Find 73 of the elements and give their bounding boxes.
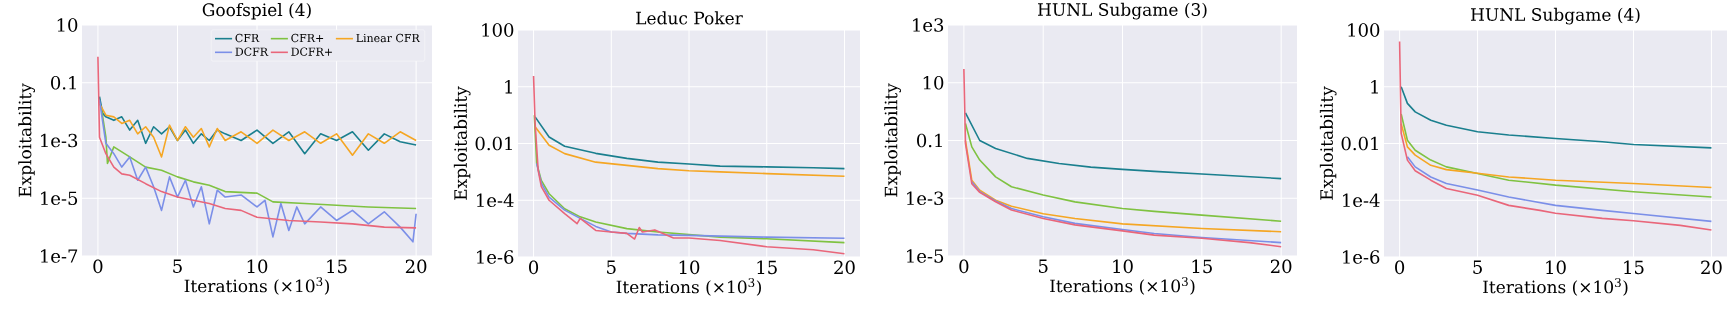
chart-title: Leduc Poker [636,11,743,25]
x-tick-label: 0 [93,259,103,274]
x-tick-label: 10 [679,260,700,275]
x-tick-label: 20 [1701,260,1722,275]
x-tick-label: 20 [405,259,427,274]
line-series [1400,85,1713,149]
y-tick-label: 100 [1348,23,1380,37]
y-tick-label: 0.1 [51,75,76,90]
x-tick-label: 5 [173,259,182,273]
x-tick-label: 5 [1039,259,1048,273]
y-tick-label: 1e3 [913,18,944,32]
x-tick-label: 10 [1113,259,1133,274]
x-tick-label: 10 [1546,260,1566,275]
y-tick-label: 1e-5 [41,191,78,206]
y-tick-label: 1e-7 [41,249,78,263]
x-tick-label: 5 [1473,260,1482,274]
x-axis-title: Iterations (×10$^{3}$) [1050,277,1195,295]
line-series [534,125,846,178]
legend-label: Linear CFR [356,33,421,43]
y-tick-label: 1e-3 [41,133,78,148]
line-series [963,68,1282,248]
line-series [535,162,846,239]
line-series [532,75,846,255]
line-series [98,99,417,243]
y-tick-label: 100 [482,23,514,37]
x-tick-label: 10 [247,259,268,274]
y-tick-label: 1e-5 [907,249,944,263]
line-series [964,112,1282,180]
x-tick-label: 15 [757,260,777,275]
line-series [1398,40,1713,231]
chart-title: HUNL Subgame (4) [1471,7,1640,25]
y-tick-label: 1e-6 [1343,250,1380,264]
line-series [1406,156,1713,223]
legend-label: CFR+ [291,33,324,43]
y-tick-label: 0.1 [917,133,942,148]
line-series [964,122,1282,223]
chart-title: HUNL Subgame (3) [1038,2,1207,20]
x-tick-label: 15 [1192,259,1212,274]
y-tick-label: 0.01 [1341,136,1378,151]
y-tick-label: 1 [1371,80,1378,94]
y-tick-label: 10 [923,75,944,90]
x-axis-title: Iterations (×10$^{3}$) [184,277,329,295]
x-axis-title: Iterations (×10$^{3}$) [1483,278,1628,296]
x-tick-label: 20 [834,260,855,275]
x-tick-label: 5 [607,260,616,274]
y-axis-title: Exploitability [453,86,471,200]
x-tick-label: 0 [1395,260,1405,275]
y-axis-title: Exploitability [884,83,901,197]
x-axis-title: Iterations (×10$^{3}$) [616,278,761,296]
y-axis-title: Exploitability [1319,86,1337,200]
y-tick-label: 1e-6 [477,250,514,264]
x-tick-label: 0 [529,260,539,275]
line-series [98,95,417,155]
y-tick-label: 0.01 [475,136,512,151]
line-series [971,181,1282,244]
x-tick-label: 20 [1270,259,1292,274]
line-series [534,116,846,170]
y-tick-label: 10 [57,18,78,32]
line-series [1400,113,1713,198]
line-series [964,139,1282,233]
legend-label: CFR [235,33,260,43]
x-tick-label: 15 [327,259,347,274]
y-axis-title: Exploitability [18,83,35,197]
y-tick-label: 1 [505,80,512,94]
y-tick-label: 1e-4 [477,193,514,208]
legend-label: DCFR [235,47,269,56]
x-tick-label: 0 [959,259,969,274]
x-tick-label: 15 [1624,260,1644,275]
y-tick-label: 1e-3 [907,191,944,206]
chart-title: Goofspiel (4) [202,3,311,20]
legend-label: DCFR+ [291,47,332,56]
y-tick-label: 1e-4 [1343,193,1380,208]
line-series [97,55,417,229]
